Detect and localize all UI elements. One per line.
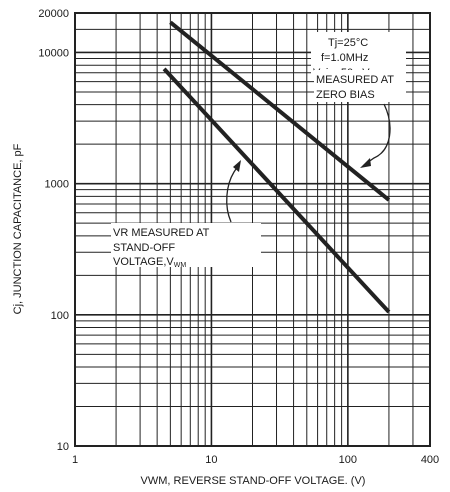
y-axis-label: Cj, JUNCTION CAPACITANCE, pF	[12, 143, 24, 314]
zero-bias-label-line2: ZERO BIAS	[316, 89, 375, 101]
x-axis-label: VWM, REVERSE STAND-OFF VOLTAGE. (V)	[141, 475, 366, 487]
zero-bias-label-box	[314, 70, 406, 102]
x-tick-label: 1	[72, 454, 78, 466]
condition-frequency: f=1.0MHz	[321, 52, 368, 64]
standoff-label-line3: VOLTAGE,VWM	[113, 256, 186, 269]
y-tick-label: 100	[51, 310, 69, 322]
zero-bias-arrow	[363, 103, 391, 166]
zero-bias-label-line1: MEASURED AT	[316, 74, 394, 86]
plot-frame	[74, 12, 431, 447]
chart-series	[162, 20, 391, 314]
y-tick-label: 10	[57, 441, 69, 453]
x-tick-label: 10	[205, 454, 217, 466]
x-tick-label: 100	[339, 454, 357, 466]
standoff-label-line2: STAND-OFF	[113, 242, 175, 254]
y-tick-label: 1000	[45, 179, 69, 191]
x-tick-label: 400	[421, 454, 439, 466]
series-line-2	[162, 67, 391, 314]
standoff-arrow	[226, 165, 239, 223]
standoff-arrowhead	[233, 160, 241, 172]
y-tick-label: 20000	[38, 8, 69, 20]
standoff-label-box	[111, 223, 261, 267]
zero-bias-arrowhead	[360, 158, 371, 168]
standoff-subscript: WM	[174, 262, 187, 269]
standoff-label-line1: VR MEASURED AT	[113, 227, 210, 239]
condition-temperature: Tj=25°C	[328, 37, 368, 49]
y-tick-label: 10000	[38, 47, 69, 59]
series-line-1	[169, 20, 391, 202]
